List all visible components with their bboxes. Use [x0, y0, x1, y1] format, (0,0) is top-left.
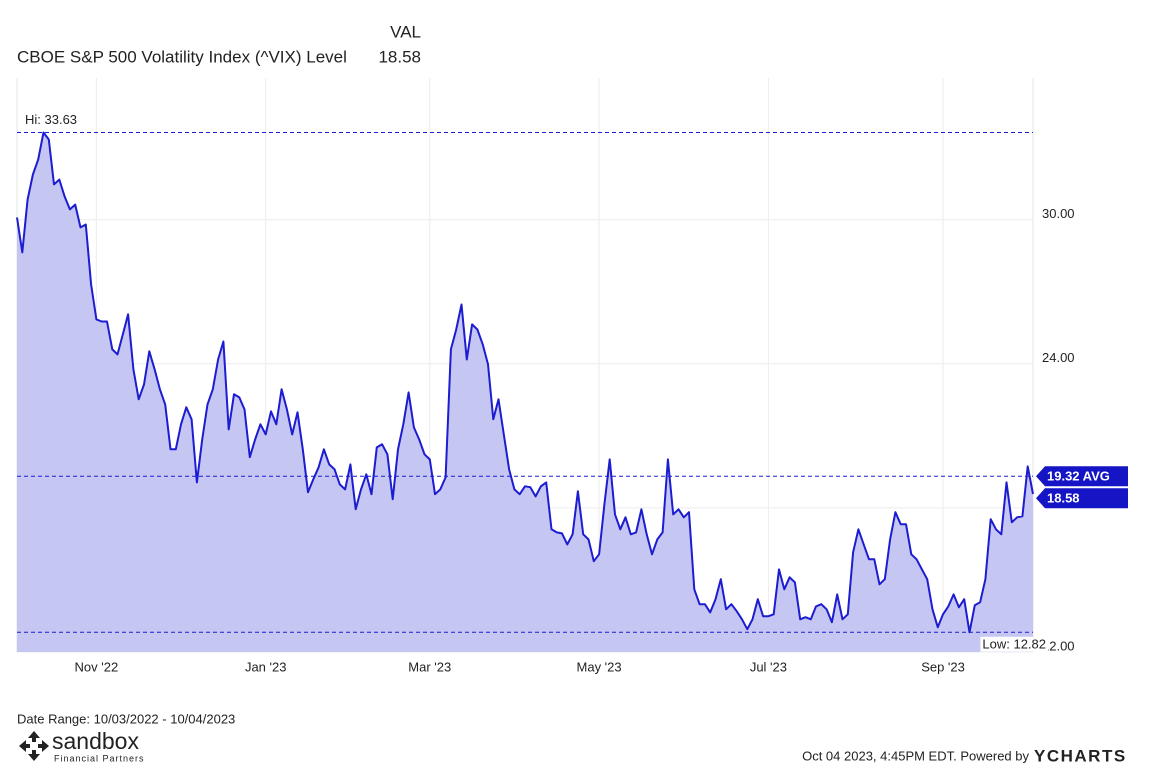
last-value-badge: 18.58: [1047, 491, 1080, 506]
logo-text: sandbox: [52, 728, 139, 754]
x-tick-label: Nov '22: [75, 659, 119, 674]
y-tick-label: 30.00: [1042, 206, 1075, 221]
legend-value: 18.58: [378, 47, 421, 66]
line: [16, 131, 1034, 634]
footer-text: Oct 04 2023, 4:45PM EDT. Powered by: [802, 748, 1029, 763]
brand: YCHARTS: [1034, 746, 1127, 765]
x-tick-label: May '23: [577, 659, 622, 674]
date-range: Date Range: 10/03/2022 - 10/04/2023: [17, 711, 235, 726]
logo-subtitle: Financial Partners: [54, 753, 145, 763]
last-value-badge-bg: [1036, 488, 1128, 509]
area: [17, 132, 1033, 652]
logo-icon: [19, 731, 49, 761]
x-tick-label: Sep '23: [921, 659, 965, 674]
x-tick-label: Mar '23: [408, 659, 451, 674]
y-tick-label: 24.00: [1042, 350, 1075, 365]
average-badge: 19.32 AVG: [1047, 469, 1110, 484]
y-tick-label: 12.00: [1042, 638, 1075, 653]
x-tick-label: Jan '23: [245, 659, 287, 674]
hi-label: Hi: 33.63: [25, 112, 77, 127]
x-tick-label: Jul '23: [750, 659, 787, 674]
average-badge-bg: [1036, 466, 1128, 487]
legend-name: CBOE S&P 500 Volatility Index (^VIX) Lev…: [17, 47, 347, 66]
low-label: Low: 12.82: [982, 637, 1046, 652]
low-label-bg: [980, 636, 1048, 652]
legend-header: VAL: [390, 22, 421, 41]
